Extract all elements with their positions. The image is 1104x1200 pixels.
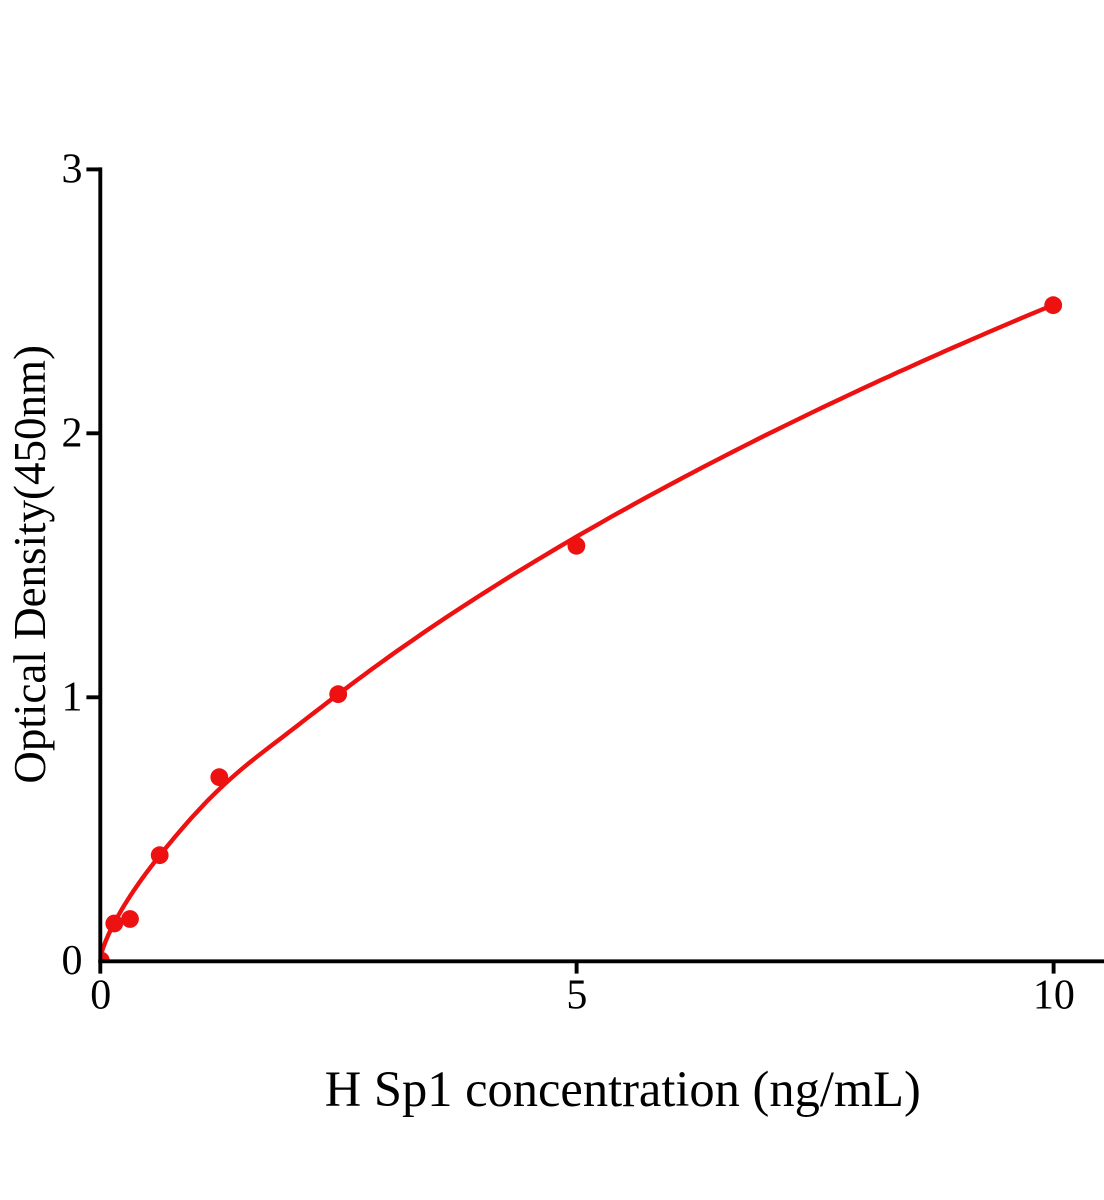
svg-text:5: 5 [566,972,587,1018]
svg-text:1: 1 [62,674,83,720]
svg-text:H Sp1 concentration (ng/mL): H Sp1 concentration (ng/mL) [325,1061,921,1117]
svg-text:Optical Density(450nm): Optical Density(450nm) [5,345,55,784]
svg-text:0: 0 [90,972,111,1018]
svg-text:3: 3 [62,147,83,193]
svg-text:2: 2 [62,410,83,456]
svg-text:0: 0 [62,938,83,984]
svg-text:10: 10 [1033,972,1075,1018]
